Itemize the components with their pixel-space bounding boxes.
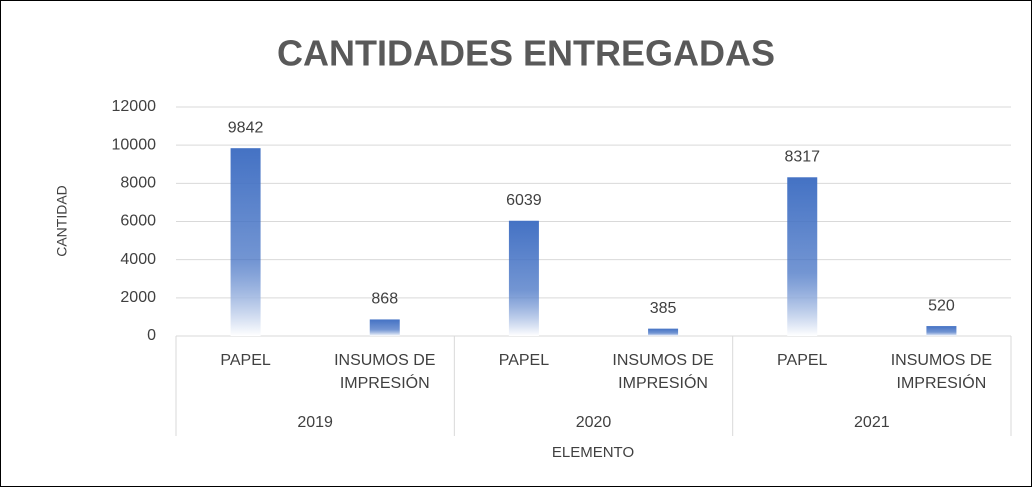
y-axis-label: CANTIDAD xyxy=(54,185,70,257)
y-tick-label: 10000 xyxy=(112,136,157,153)
y-tick-label: 8000 xyxy=(120,175,156,192)
x-tick-label: PAPEL xyxy=(777,352,828,369)
data-label: 8317 xyxy=(784,149,820,166)
bar xyxy=(369,319,400,336)
data-label: 385 xyxy=(650,300,677,317)
data-label: 868 xyxy=(371,291,398,308)
y-tick-label: 4000 xyxy=(120,251,156,268)
data-label: 6039 xyxy=(506,192,542,209)
y-tick-label: 2000 xyxy=(120,289,156,306)
bar xyxy=(508,220,539,336)
chart-title: CANTIDADES ENTREGADAS xyxy=(277,33,775,74)
group-label: 2020 xyxy=(575,414,612,431)
y-tick-label: 12000 xyxy=(112,98,157,115)
x-axis-label: ELEMENTO xyxy=(552,444,634,461)
x-tick-label: PAPEL xyxy=(220,352,271,369)
x-tick-label: PAPEL xyxy=(498,352,550,369)
y-tick-label: 0 xyxy=(147,327,156,344)
x-tick-label: INSUMOS DE IMPRESIÓN xyxy=(334,352,436,392)
x-tick-label: INSUMOS DE IMPRESIÓN xyxy=(890,352,993,392)
bar xyxy=(230,148,261,336)
group-label: 2019 xyxy=(297,414,333,431)
data-label: 9842 xyxy=(228,119,264,136)
group-label: 2021 xyxy=(854,414,890,431)
bar xyxy=(926,326,957,336)
bar xyxy=(648,328,679,336)
x-tick-label: INSUMOS DE IMPRESIÓN xyxy=(612,352,714,392)
y-tick-label: 6000 xyxy=(120,213,156,230)
bar xyxy=(787,177,818,336)
data-label: 520 xyxy=(928,297,955,314)
